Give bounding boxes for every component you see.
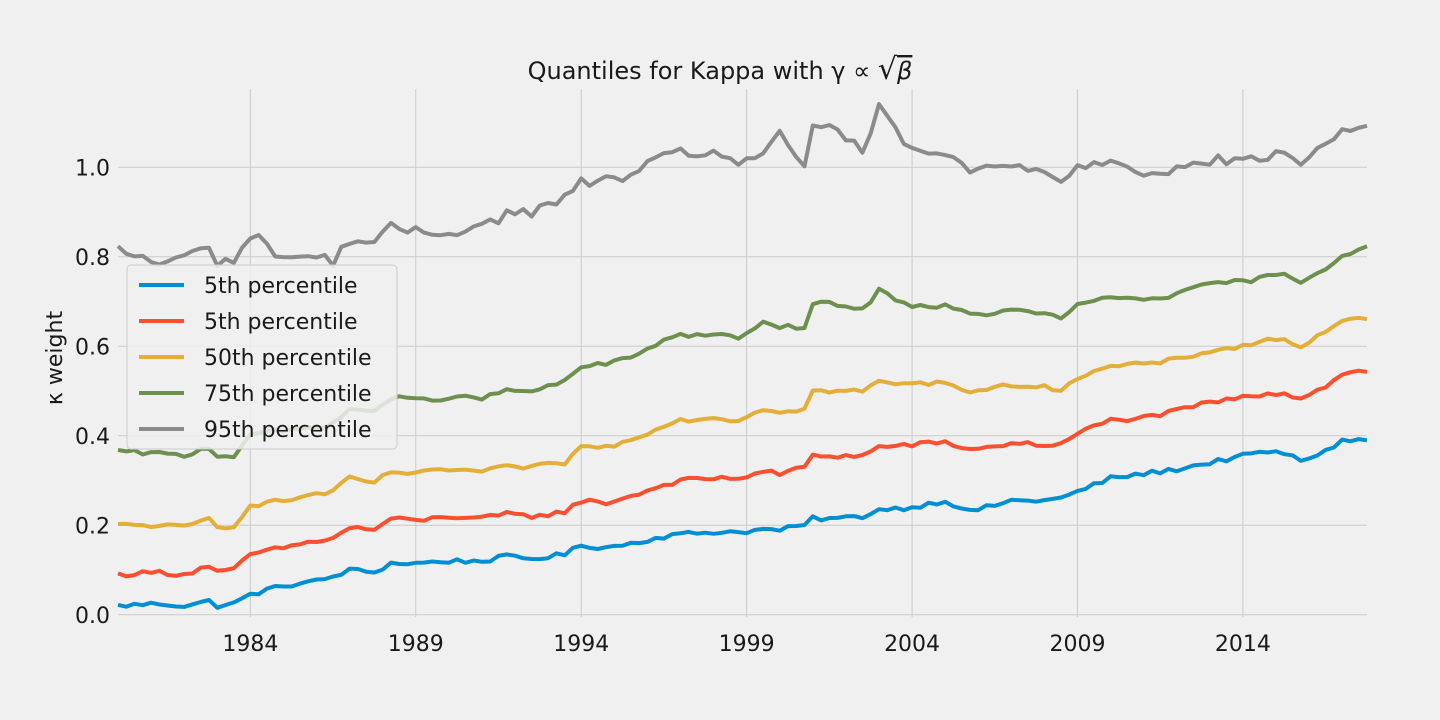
x-tick-label: 2009 [1049, 632, 1105, 657]
x-tick-label: 1994 [553, 632, 609, 657]
legend-label: 5th percentile [204, 310, 358, 335]
y-tick-label: 0.6 [75, 335, 110, 360]
x-tick-label: 2014 [1215, 632, 1271, 657]
x-tick-label: 1999 [719, 632, 775, 657]
legend-label: 75th percentile [204, 382, 372, 407]
y-tick-label: 0.0 [75, 604, 110, 629]
chart-title-main: Quantiles for Kappa with γ ∝ [528, 57, 878, 85]
legend-label: 95th percentile [204, 418, 372, 443]
x-tick-label: 1984 [222, 632, 278, 657]
x-tick-label: 2004 [884, 632, 940, 657]
chart-title-radicand: β [896, 57, 912, 85]
legend-label: 50th percentile [204, 346, 372, 371]
y-tick-label: 0.2 [75, 514, 110, 539]
series-line-2 [117, 368, 1368, 579]
y-tick-label: 0.4 [75, 425, 110, 450]
series-layer [116, 102, 1368, 610]
legend[interactable]: 5th percentile 5th percentile 50th percent… [126, 264, 398, 450]
chart-title: Quantiles for Kappa with γ ∝ √β [528, 52, 913, 87]
y-tick-label: 0.8 [75, 246, 110, 271]
series-line-3 [117, 315, 1368, 531]
series-line-5 [116, 102, 1368, 268]
legend-label: 5th percentile [204, 274, 358, 299]
y-axis-label: κ weight [43, 311, 68, 406]
y-axis: 0.0 0.2 0.4 0.6 0.8 1.0 [75, 156, 110, 628]
x-axis: 1984 1989 1994 1999 2004 2009 2014 [222, 632, 1271, 657]
y-tick-label: 1.0 [75, 156, 110, 181]
sqrt-radical-sign: √ [878, 52, 898, 87]
series-line-1 [117, 437, 1368, 610]
legend-box [126, 264, 398, 450]
x-tick-label: 1989 [388, 632, 444, 657]
